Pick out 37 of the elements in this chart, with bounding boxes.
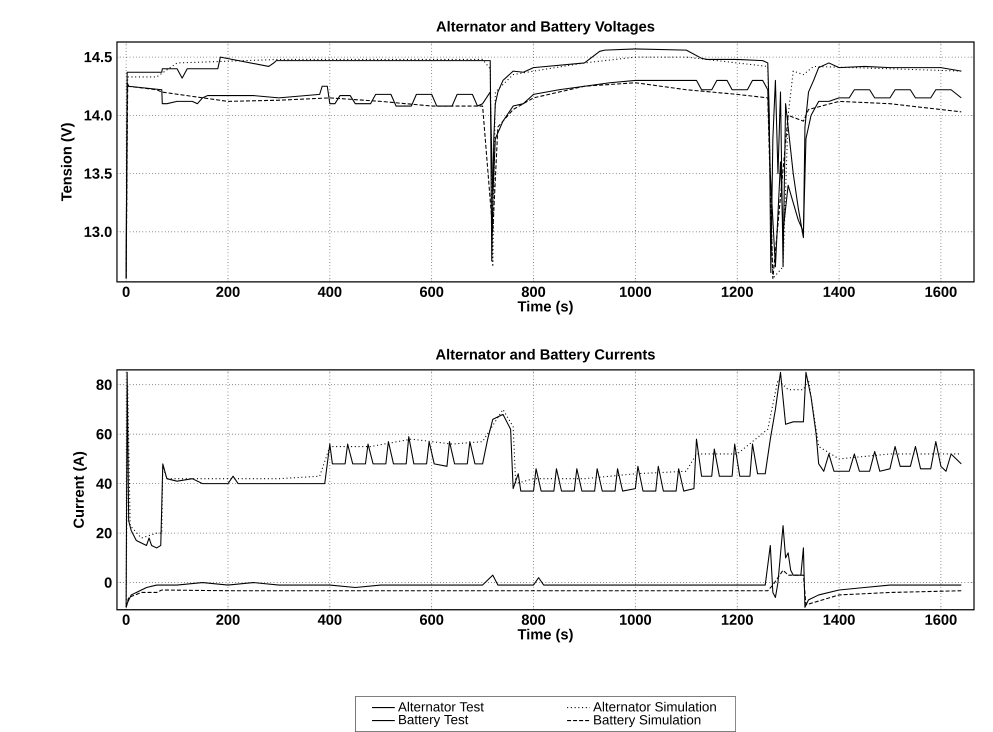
y-tick-label: 13.5 <box>84 168 112 179</box>
y-axis-title: Tension (V) <box>60 123 75 202</box>
x-tick-label: 1200 <box>722 614 753 625</box>
x-axis-title: Time (s) <box>518 300 573 314</box>
x-tick-label: 400 <box>318 614 342 625</box>
legend-label: Alternator Simulation <box>593 702 716 712</box>
x-tick-label: 1000 <box>620 286 652 297</box>
y-tick-label: 40 <box>96 478 112 489</box>
x-tick-label: 0 <box>122 614 130 625</box>
y-tick-label: 13.0 <box>84 226 112 238</box>
y-tick-label: 20 <box>96 528 112 538</box>
x-tick-label: 400 <box>318 286 342 297</box>
x-tick-label: 1400 <box>824 286 855 297</box>
chart-title: Alternator and Battery Voltages <box>436 20 654 35</box>
x-tick-label: 1600 <box>926 614 957 625</box>
x-tick-label: 600 <box>420 614 444 625</box>
x-tick-label: 200 <box>216 286 240 297</box>
y-tick-label: 14.0 <box>84 110 112 121</box>
legend-label: Alternator Test <box>398 702 484 712</box>
y-tick-label: 0 <box>104 577 112 588</box>
y-tick-label: 60 <box>96 429 112 440</box>
y-tick-label: 14.5 <box>84 52 112 62</box>
x-tick-label: 1400 <box>824 614 855 625</box>
x-tick-label: 1200 <box>722 286 753 297</box>
x-axis-title: Time (s) <box>518 628 573 642</box>
legend-label: Battery Simulation <box>594 714 700 728</box>
y-axis-title: Current (A) <box>73 452 87 528</box>
x-tick-label: 1600 <box>926 286 957 297</box>
x-tick-label: 200 <box>216 614 240 625</box>
y-tick-label: 80 <box>96 380 112 390</box>
x-tick-label: 800 <box>522 614 546 625</box>
x-tick-label: 1000 <box>620 614 652 625</box>
x-tick-label: 800 <box>522 286 546 297</box>
chart-title: Alternator and Battery Currents <box>436 348 655 362</box>
x-tick-label: 0 <box>122 286 130 297</box>
x-tick-label: 600 <box>420 286 444 297</box>
legend-label: Battery Test <box>399 714 468 727</box>
